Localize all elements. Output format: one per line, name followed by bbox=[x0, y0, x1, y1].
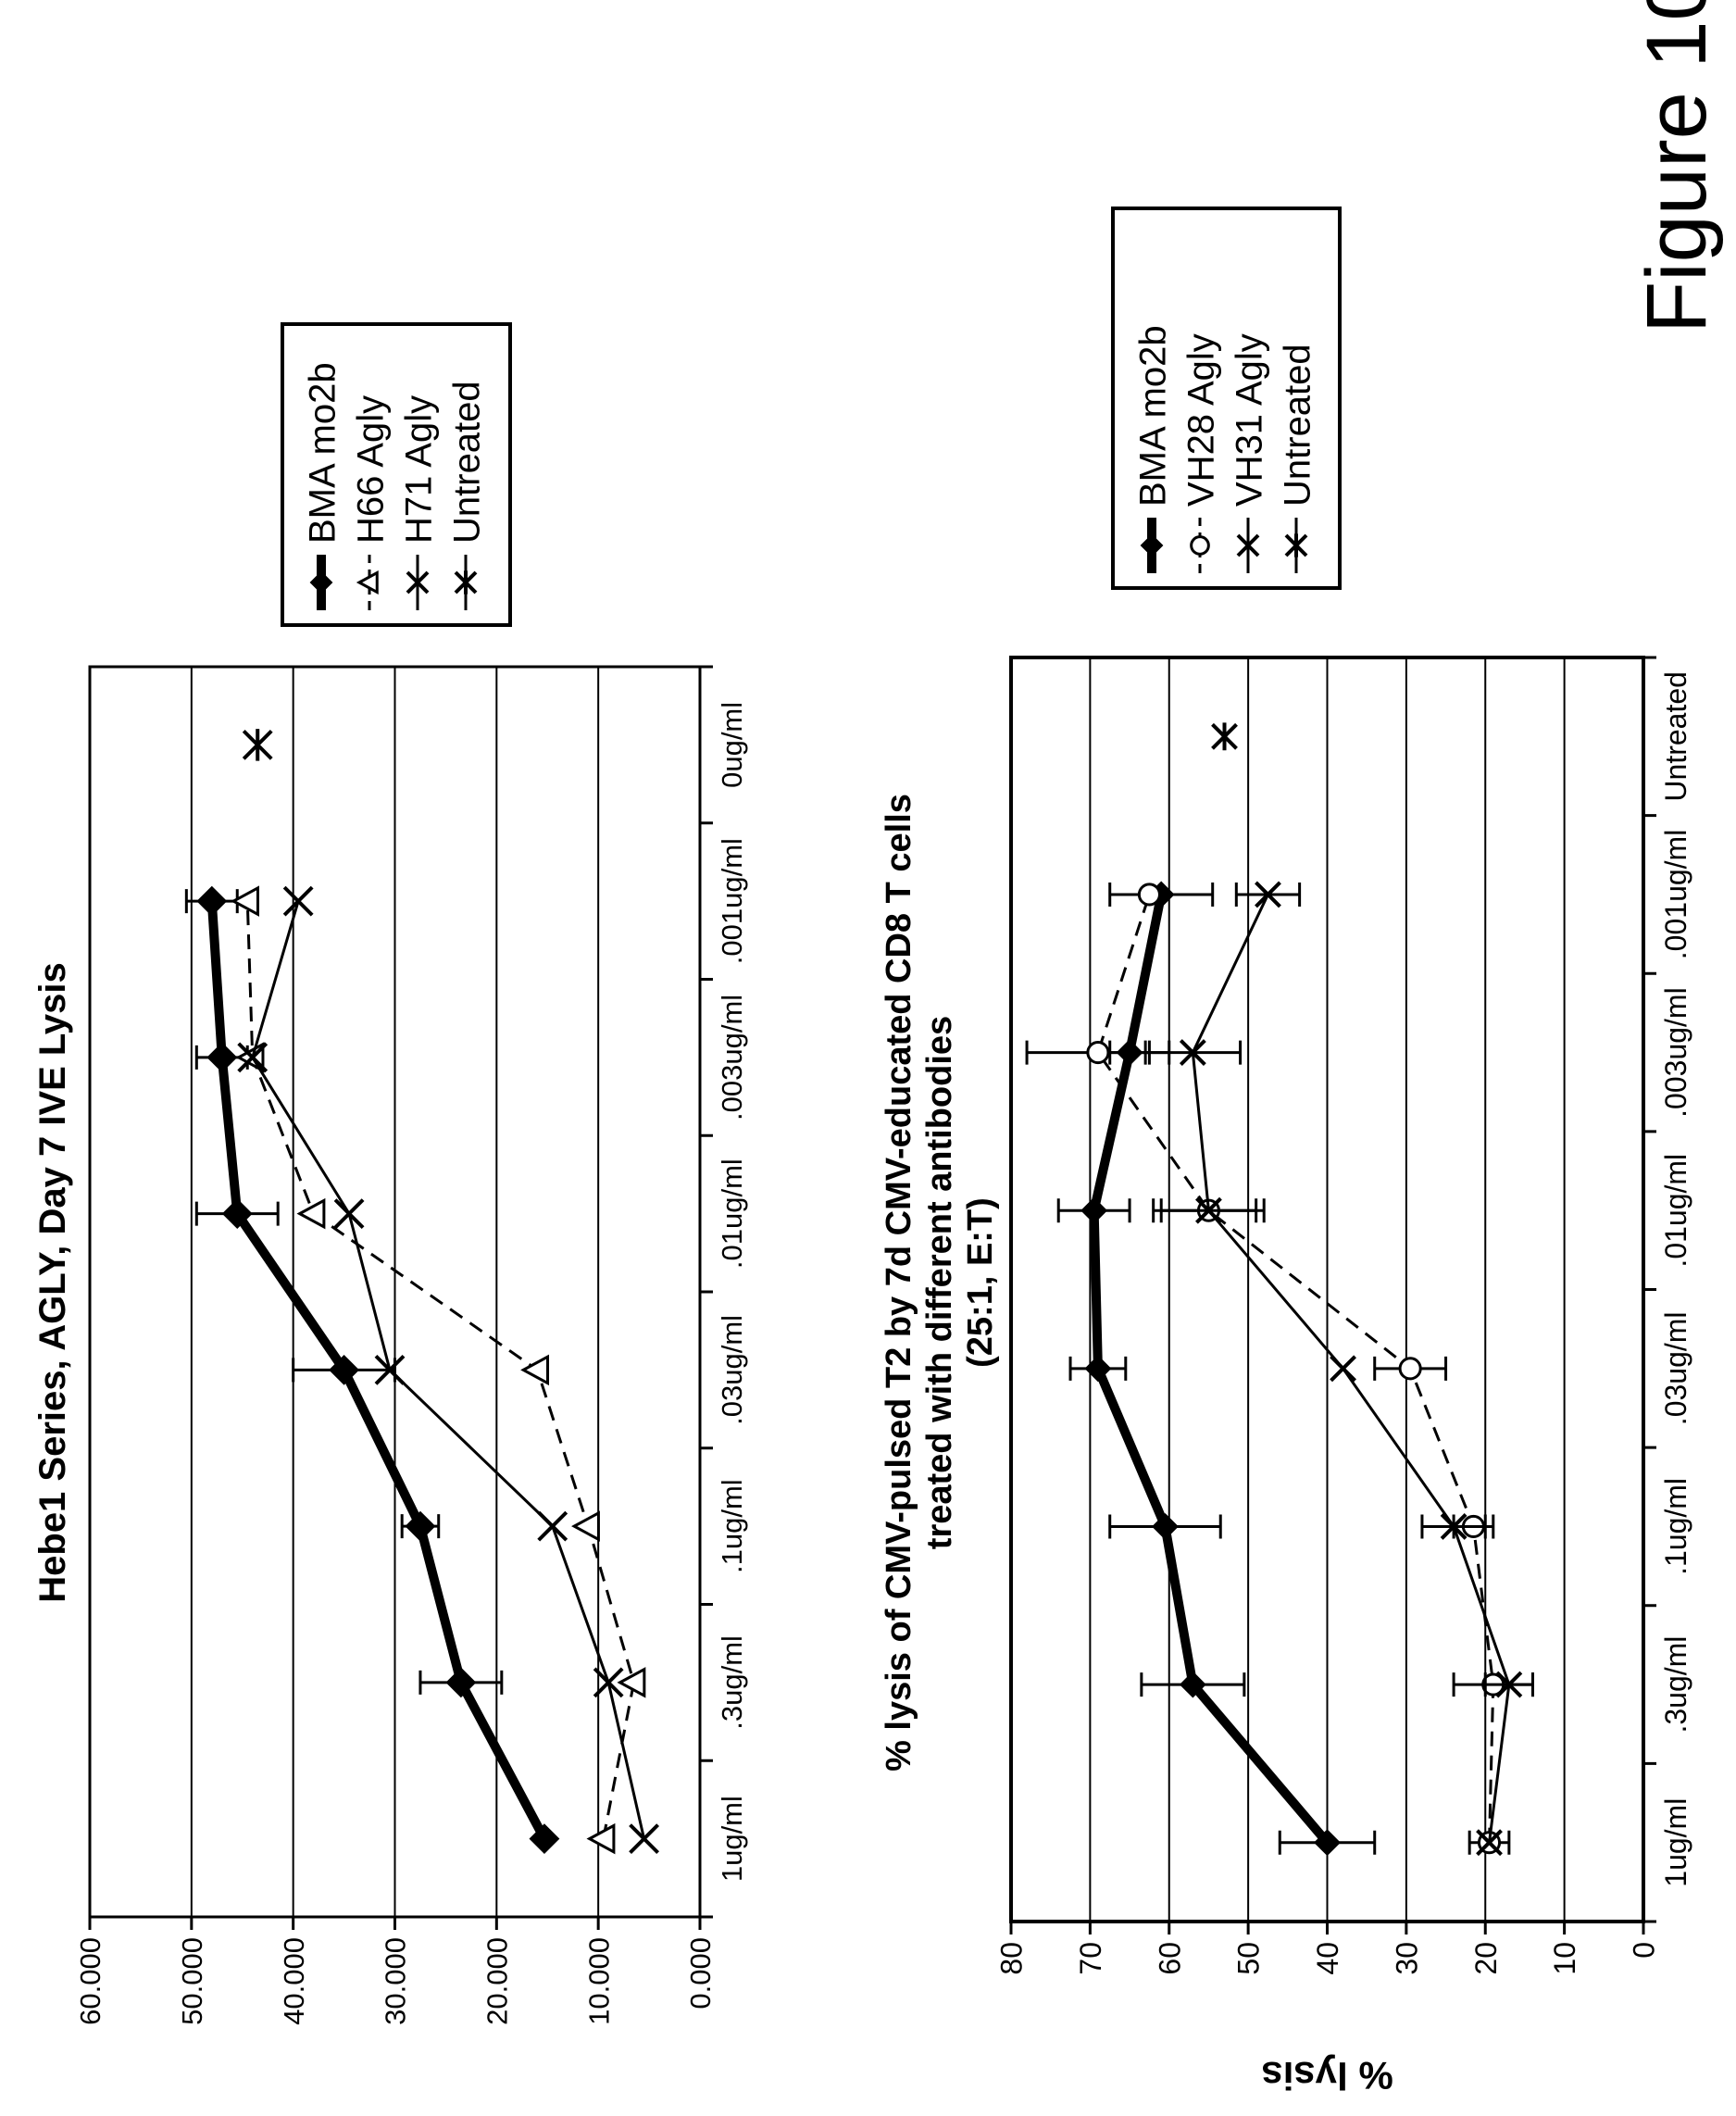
c0-chart-title: Hebe1 Series, AGLY, Day 7 IVE Lysis bbox=[32, 962, 73, 1602]
c1-y-tick-label: 20 bbox=[1469, 1942, 1503, 1975]
chart-cmv-lysis-svg: 0 10 20 30 40 50 60 70 80 1ug/ml .3ug/ml .1ug/ml .03… bbox=[880, 207, 1692, 2097]
c0-y-tick-label: 20.000 bbox=[481, 1937, 513, 2025]
c1-y-tick-label: 0 bbox=[1628, 1942, 1661, 1959]
c0-y-tick-label: 10.000 bbox=[582, 1937, 615, 2025]
c0-point-h71-agly bbox=[237, 1042, 269, 1073]
c1-point-untreated bbox=[1211, 722, 1238, 751]
c0-point-h71-agly bbox=[629, 1823, 660, 1855]
c0-x-tick-label-01ug-ml: .01ug/ml bbox=[716, 1158, 748, 1269]
chart-hebe1-svg: 0.000 10.000 20.000 30.000 40.000 50.000 60.00… bbox=[32, 322, 748, 2025]
c0-x-tick-label-1ug-ml: 1ug/ml bbox=[716, 1796, 748, 1882]
c1-point-vh31-agly bbox=[1440, 1513, 1467, 1540]
c1-chart-title: % lysis of CMV-pulsed T2 by 7d CMV-educa… bbox=[880, 794, 918, 1772]
c0-point-bma-mo2b bbox=[221, 1198, 253, 1230]
c1-point-vh31-agly bbox=[1495, 1671, 1523, 1698]
c1-series-line-bma-mo2b bbox=[1089, 893, 1331, 1846]
c1-legend-label-bma-mo2b: BMA mo2b bbox=[1132, 325, 1173, 507]
c0-point-h66-agly bbox=[617, 1667, 646, 1698]
c0-point-bma-mo2b bbox=[405, 1510, 436, 1542]
c1-point-vh31-agly bbox=[1195, 1196, 1222, 1224]
c0-point-bma-mo2b bbox=[529, 1823, 560, 1855]
c0-point-h66-agly bbox=[520, 1354, 550, 1386]
c0-y-tick-label: 40.000 bbox=[278, 1937, 310, 2025]
c0-point-h66-agly bbox=[586, 1822, 616, 1855]
c0-legend-label-h71-agly: H71 Agly bbox=[398, 395, 439, 544]
c0-y-tick-label: 0.000 bbox=[684, 1937, 717, 2010]
figure-label: Figure 10 bbox=[1630, 0, 1724, 333]
c1-x-tick-label-1ug-ml: 1ug/ml bbox=[1659, 1798, 1692, 1887]
c0-legend-label-h66-agly: H66 Agly bbox=[350, 395, 391, 544]
c1-x-tick-label-untreated: Untreated bbox=[1659, 671, 1692, 802]
c1-legend-label-untreated: Untreated bbox=[1277, 344, 1318, 507]
c0-x-tick-label-03ug-ml: .03ug/ml bbox=[716, 1315, 748, 1425]
c0-x-tick-label-3ug-ml: .3ug/ml bbox=[716, 1635, 748, 1730]
c0-point-h71-agly bbox=[537, 1510, 568, 1542]
chart-bottom: 0 10 20 30 40 50 60 70 80 1ug/ml .3ug/ml .1ug/ml .03… bbox=[870, 0, 1736, 2116]
c1-legend-box bbox=[1111, 207, 1342, 590]
c1-y-tick-label: 70 bbox=[1074, 1942, 1107, 1975]
c1-y-tick-label: 50 bbox=[1232, 1942, 1266, 1975]
c1-point-bma-mo2b bbox=[1179, 1671, 1206, 1698]
c0-point-h71-agly bbox=[374, 1354, 406, 1385]
c0-legend-label-untreated: Untreated bbox=[446, 381, 487, 544]
c1-x-tick-label-03ug-ml: .03ug/ml bbox=[1659, 1311, 1692, 1425]
c1-y-tick-label: 60 bbox=[1153, 1942, 1186, 1975]
c0-point-h66-agly bbox=[571, 1510, 600, 1542]
c0-x-tick-label-003ug-ml: .003ug/ml bbox=[716, 995, 748, 1121]
c0-x-tick-label-0ug-ml: 0ug/ml bbox=[716, 702, 748, 788]
c1-y-tick-label: 40 bbox=[1311, 1942, 1344, 1975]
c1-point-vh31-agly bbox=[1476, 1829, 1503, 1857]
c1-point-vh28-agly bbox=[1398, 1357, 1422, 1381]
c1-legend-marker-untreated bbox=[1284, 533, 1308, 557]
c1-chart-title: (25:1, E:T) bbox=[961, 1197, 1000, 1368]
c1-legend-marker-vh31-agly bbox=[1236, 533, 1260, 557]
c1-y-tick-label: 10 bbox=[1548, 1942, 1581, 1975]
c1-point-bma-mo2b bbox=[1314, 1829, 1341, 1857]
c0-point-untreated bbox=[242, 729, 273, 761]
c0-point-h71-agly bbox=[333, 1198, 365, 1230]
c0-legend-box bbox=[281, 322, 512, 627]
c1-x-tick-label-01ug-ml: .01ug/ml bbox=[1659, 1154, 1692, 1268]
c0-point-h66-agly bbox=[231, 885, 259, 917]
c0-legend-marker-h71-agly bbox=[406, 570, 430, 595]
c1-point-bma-mo2b bbox=[1080, 1196, 1108, 1224]
c1-legend-marker-vh28-agly bbox=[1190, 535, 1210, 556]
c0-x-tick-label-1ug-ml: .1ug/ml bbox=[716, 1479, 748, 1573]
c0-point-bma-mo2b bbox=[329, 1354, 359, 1385]
c0-y-tick-label: 30.000 bbox=[380, 1937, 412, 2025]
c1-x-tick-label-003ug-ml: .003ug/ml bbox=[1659, 987, 1692, 1118]
c1-legend-marker-bma-mo2b bbox=[1140, 533, 1164, 557]
c1-point-bma-mo2b bbox=[1084, 1355, 1112, 1383]
c0-legend-label-bma-mo2b: BMA mo2b bbox=[302, 362, 343, 544]
c0-y-tick-label: 60.000 bbox=[74, 1937, 106, 2025]
c0-point-bma-mo2b bbox=[445, 1667, 477, 1698]
c1-point-vh31-agly bbox=[1330, 1355, 1356, 1383]
c0-legend-marker-h66-agly bbox=[356, 570, 379, 595]
c0-point-h71-agly bbox=[282, 885, 314, 917]
c1-series-line-vh31-agly bbox=[1191, 894, 1511, 1843]
c0-legend-marker-untreated bbox=[454, 570, 478, 595]
c1-legend-label-vh31-agly: VH31 Agly bbox=[1229, 333, 1269, 507]
c1-legend-label-vh28-agly: VH28 Agly bbox=[1180, 333, 1221, 507]
c0-x-tick-label-001ug-ml: .001ug/ml bbox=[716, 838, 748, 964]
c1-y-axis-label: % lysis bbox=[1261, 2054, 1393, 2097]
c1-x-tick-label-001ug-ml: .001ug/ml bbox=[1659, 830, 1692, 960]
c0-point-h71-agly bbox=[593, 1667, 624, 1698]
c1-y-tick-label: 80 bbox=[995, 1942, 1029, 1975]
c1-x-tick-label-3ug-ml: .3ug/ml bbox=[1659, 1636, 1692, 1734]
c1-point-vh28-agly bbox=[1137, 883, 1161, 907]
chart-top: 0.000 10.000 20.000 30.000 40.000 50.000 60.00… bbox=[32, 322, 748, 2025]
c1-point-bma-mo2b bbox=[1152, 1513, 1179, 1540]
c1-point-vh28-agly bbox=[1086, 1041, 1110, 1065]
c1-y-tick-label: 30 bbox=[1390, 1942, 1423, 1975]
c1-x-tick-label-1ug-ml: .1ug/ml bbox=[1659, 1478, 1692, 1575]
c0-point-bma-mo2b bbox=[206, 1042, 238, 1073]
c0-point-bma-mo2b bbox=[196, 885, 228, 917]
c0-y-tick-label: 50.000 bbox=[176, 1937, 208, 2025]
c0-point-h66-agly bbox=[296, 1197, 326, 1230]
c1-point-vh31-agly bbox=[1255, 881, 1281, 908]
c1-chart-title: treated with different antibodies bbox=[920, 1016, 959, 1549]
c0-legend-marker-bma-mo2b bbox=[309, 570, 333, 595]
c1-point-vh31-agly bbox=[1179, 1039, 1206, 1066]
